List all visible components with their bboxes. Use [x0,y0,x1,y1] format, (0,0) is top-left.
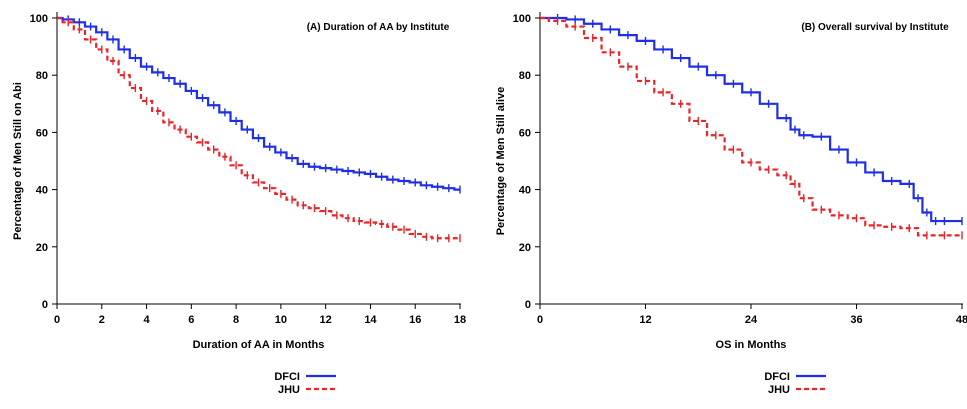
x-tick-label: 14 [364,314,377,326]
y-tick-label: 0 [525,299,531,311]
x-tick-label: 8 [233,314,239,326]
legend-label: JHU [768,384,790,396]
series-dfci [540,14,963,226]
legend-label: DFCI [274,371,300,383]
y-tick-label: 80 [519,70,531,82]
panel-title: (A) Duration of AA by Institute [307,22,450,33]
series-jhu [57,16,461,243]
series-line-jhu [540,16,962,237]
panel-title: (B) Overall survival by Institute [801,22,949,33]
x-tick-label: 48 [956,314,967,326]
x-axis-label: OS in Months [716,339,787,351]
x-tick-label: 4 [143,314,150,326]
y-tick-label: 60 [519,127,531,139]
y-tick-label: 60 [36,127,48,139]
y-tick-label: 100 [513,13,531,25]
series-dfci [57,15,461,194]
x-tick-label: 12 [639,314,651,326]
x-tick-label: 0 [537,314,543,326]
legend-label: JHU [278,384,300,396]
y-tick-label: 20 [519,242,531,254]
x-tick-label: 12 [320,314,332,326]
y-tick-label: 80 [36,70,48,82]
x-axis-label: Duration of AA in Months [193,339,325,351]
x-tick-label: 18 [454,314,466,326]
x-tick-label: 0 [54,314,60,326]
panel-b: 0 12 24 36 48 0 20 40 60 80 100 OS in Months Percent… [495,12,967,396]
series-jhu [540,16,963,240]
series-line-jhu [57,16,460,240]
series-line-dfci [540,16,962,223]
y-tick-label: 20 [36,242,48,254]
x-tick-label: 16 [409,314,421,326]
panel-a: 0 2 4 6 8 10 12 14 16 18 0 20 40 60 80 100 Duration of A… [12,12,466,396]
x-tick-label: 10 [275,314,287,326]
y-tick-label: 0 [42,299,48,311]
y-tick-label: 40 [519,185,531,197]
x-tick-label: 6 [188,314,194,326]
y-tick-label: 40 [36,185,48,197]
series-line-dfci [57,16,460,191]
x-tick-label: 2 [99,314,105,326]
x-tick-label: 24 [745,314,758,326]
x-tick-label: 36 [850,314,862,326]
y-axis-label: Percentage of Men Still alive [495,87,507,236]
y-axis-label: Percentage of Men Still on Abi [12,82,24,240]
legend-label: DFCI [764,371,790,383]
y-tick-label: 100 [30,13,48,25]
